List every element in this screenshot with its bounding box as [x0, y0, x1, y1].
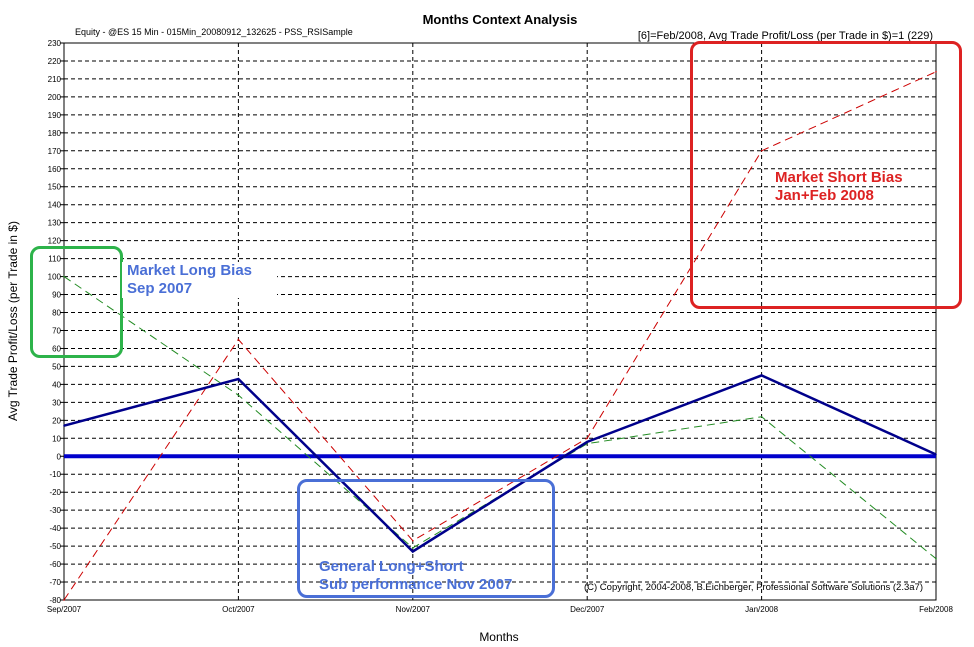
y-tick-label: -70: [49, 578, 61, 587]
y-tick-label: 210: [48, 75, 62, 84]
short-bias-box: [690, 41, 962, 309]
short-bias-line1: Market Short Bias: [775, 169, 903, 186]
data-point-s1-3: [586, 437, 588, 440]
sub-performance-annotation: General Long+Short Sub performance Nov 20…: [319, 558, 512, 594]
sub-performance-line1: General Long+Short: [319, 558, 464, 575]
long-bias-annotation: Market Long Bias Sep 2007: [122, 262, 277, 298]
y-tick-label: -40: [49, 524, 61, 533]
x-axis-label: Months: [479, 630, 518, 644]
data-point-s2-4: [760, 415, 763, 418]
series-line-0: [63, 374, 937, 554]
y-tick-label: 70: [52, 326, 61, 335]
series-line-1: [63, 71, 937, 601]
data-point-s0-5: [935, 453, 937, 456]
data-point-s1-1: [237, 338, 240, 341]
y-tick-label: 50: [52, 362, 61, 371]
y-tick-label: 30: [52, 398, 61, 407]
sub-performance-line2: Sub performance Nov 2007: [319, 576, 513, 593]
x-tick-label: Feb/2008: [919, 605, 953, 614]
y-tick-label: -10: [49, 470, 61, 479]
y-tick-label: 90: [52, 291, 61, 300]
y-tick-label: 100: [48, 273, 62, 282]
data-point-s0-2: [412, 550, 414, 553]
sub-performance-box: [297, 479, 555, 598]
short-bias-line2: Jan+Feb 2008: [775, 187, 874, 204]
series-line-2: [63, 276, 937, 560]
chart-header-info: [6]=Feb/2008, Avg Trade Profit/Loss (per…: [638, 30, 933, 42]
y-tick-label: 110: [48, 255, 61, 264]
data-point-s1-0: [63, 599, 65, 601]
y-axis-label: Avg Trade Profit/Loss (per Trade in $): [6, 221, 20, 421]
y-tick-label: -20: [49, 488, 61, 497]
y-tick-label: 20: [52, 416, 61, 425]
y-tick-label: -60: [49, 560, 61, 569]
data-point-s0-0: [63, 424, 65, 427]
x-tick-label: Oct/2007: [222, 605, 255, 614]
y-tick-label: 200: [48, 93, 62, 102]
long-bias-line1: Market Long Bias: [127, 262, 253, 279]
y-tick-label: 170: [48, 147, 62, 156]
y-tick-label: 60: [52, 344, 61, 353]
x-tick-label: Jan/2008: [745, 605, 778, 614]
x-tick-label: Dec/2007: [570, 605, 605, 614]
y-tick-label: 10: [52, 434, 61, 443]
y-tick-label: 140: [48, 201, 62, 210]
y-tick-label: 130: [48, 219, 62, 228]
y-axis-ticks: -80 -70 -60 -50 -40 -30 -20 -10 0 10 20 30 40 50 60 70 8…: [48, 39, 64, 605]
series-lines: [63, 70, 937, 601]
y-tick-label: -80: [49, 596, 61, 605]
data-point-s1-5: [935, 70, 937, 73]
data-point-s1-2: [412, 539, 414, 542]
y-tick-label: 230: [48, 39, 62, 48]
y-tick-label: 190: [48, 111, 62, 120]
data-point-s0-3: [586, 441, 588, 443]
data-point-s0-4: [760, 374, 763, 377]
y-tick-label: -50: [49, 542, 61, 551]
data-point-s1-4: [760, 150, 763, 152]
grid: [63, 42, 937, 601]
y-tick-label: 40: [52, 380, 61, 389]
x-tick-label: Sep/2007: [47, 605, 82, 614]
data-point-s0-1: [237, 378, 240, 380]
chart-subtitle: Equity - @ES 15 Min - 015Min_20080912_13…: [75, 27, 353, 37]
data-point-s2-1: [237, 394, 240, 396]
y-tick-label: 180: [48, 129, 62, 138]
y-tick-label: 80: [52, 309, 61, 318]
data-point-s2-0: [63, 275, 65, 278]
x-axis-ticks: Sep/2007 Oct/2007 Nov/2007 Dec/2007 Jan/2008…: [47, 605, 954, 614]
y-tick-label: -30: [49, 506, 61, 515]
x-tick-label: Nov/2007: [396, 605, 431, 614]
long-bias-box: [30, 246, 123, 358]
copyright-text: (C) Copyright, 2004-2008, B.Eichberger, …: [584, 582, 923, 593]
y-tick-label: 120: [48, 237, 62, 246]
long-bias-line2: Sep 2007: [127, 280, 193, 297]
short-bias-annotation: Market Short Bias Jan+Feb 2008: [775, 169, 903, 205]
data-point-s2-5: [935, 557, 937, 560]
data-point-s2-2: [412, 547, 414, 549]
y-tick-label: 220: [48, 57, 62, 66]
plot-area-frame: [63, 42, 937, 601]
y-tick-label: 160: [48, 165, 62, 174]
chart-title: Months Context Analysis: [423, 12, 578, 27]
y-tick-label: 150: [48, 183, 62, 192]
y-tick-label: 0: [57, 452, 62, 461]
